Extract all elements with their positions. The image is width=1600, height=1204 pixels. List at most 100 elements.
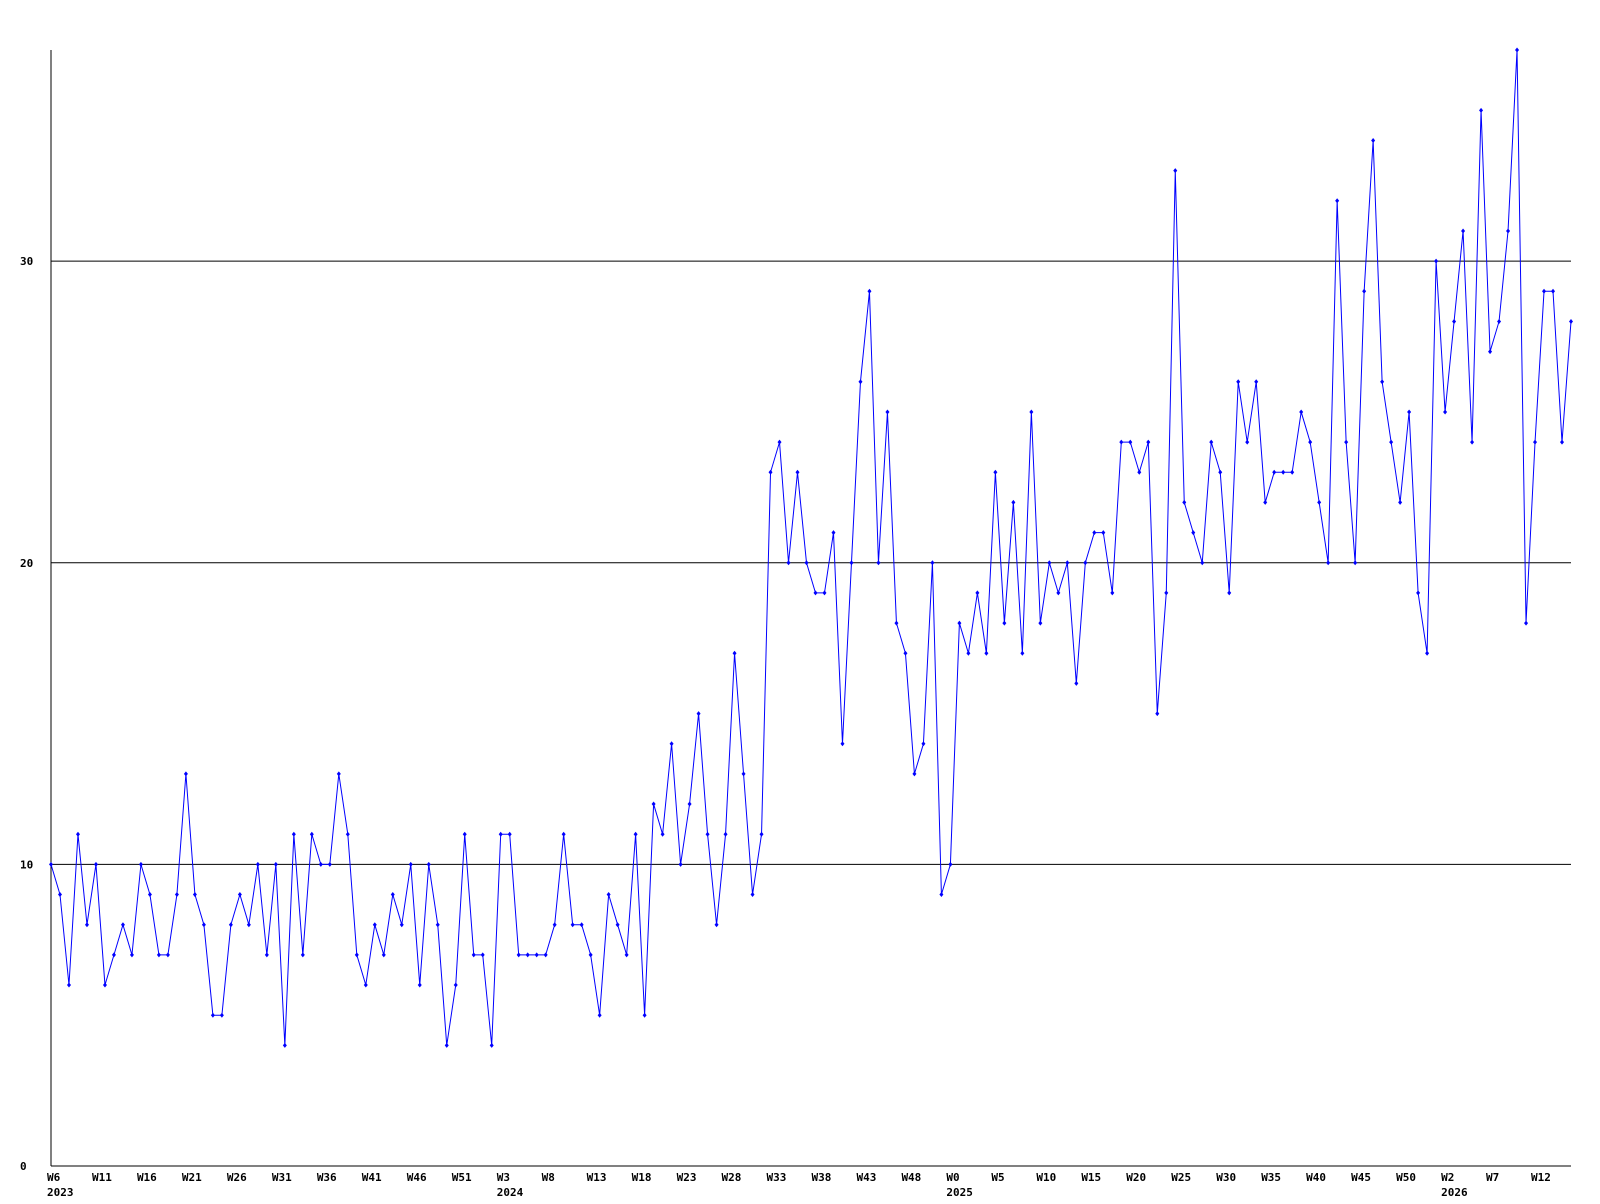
x-tick-label: W36 (317, 1171, 337, 1184)
data-point (804, 560, 809, 566)
data-point (1155, 711, 1160, 717)
data-point (1020, 650, 1025, 656)
data-point (237, 892, 242, 898)
data-point (1092, 530, 1097, 536)
data-point (1074, 680, 1079, 686)
data-point (1227, 590, 1232, 596)
data-point (318, 861, 323, 867)
data-point (858, 379, 863, 385)
data-point (1191, 530, 1196, 536)
data-point (867, 288, 872, 294)
data-point (849, 560, 854, 566)
data-point (840, 741, 845, 747)
x-tick-label: W18 (632, 1171, 652, 1184)
data-point (723, 831, 728, 837)
data-point (1146, 439, 1151, 445)
data-point (894, 620, 899, 626)
data-point (939, 892, 944, 898)
data-point (615, 922, 620, 928)
data-point (597, 1012, 602, 1018)
data-point (1272, 469, 1277, 475)
data-point (1470, 439, 1475, 445)
data-point (192, 892, 197, 898)
data-point (138, 861, 143, 867)
data-point (489, 1042, 494, 1048)
data-point (255, 861, 260, 867)
data-point (714, 922, 719, 928)
x-tick-label: W25 (1171, 1171, 1191, 1184)
data-point (1281, 469, 1286, 475)
data-point (1173, 168, 1178, 174)
data-point (579, 922, 584, 928)
data-point (669, 741, 674, 747)
x-tick-label: W48 (901, 1171, 921, 1184)
data-point (660, 831, 665, 837)
data-point (1101, 530, 1106, 536)
data-point (831, 530, 836, 536)
data-point (264, 952, 269, 958)
data-point (219, 1012, 224, 1018)
data-line (50, 49, 1572, 1046)
data-point (966, 650, 971, 656)
data-point (1461, 228, 1466, 234)
data-point (1128, 439, 1133, 445)
data-point (1416, 590, 1421, 596)
data-point (417, 982, 422, 988)
data-point (408, 861, 413, 867)
data-point (678, 861, 683, 867)
data-point (282, 1042, 287, 1048)
data-point (885, 409, 890, 415)
data-point (1524, 620, 1529, 626)
data-point (354, 952, 359, 958)
data-point (1263, 499, 1268, 505)
data-point (1443, 409, 1448, 415)
data-point (480, 952, 485, 958)
data-point (210, 1012, 215, 1018)
x-tick-label: W21 (182, 1171, 202, 1184)
data-point (1326, 560, 1331, 566)
x-tick-label: W15 (1081, 1171, 1101, 1184)
x-tick-label: W3 (497, 1171, 510, 1184)
data-point (642, 1012, 647, 1018)
data-point (372, 922, 377, 928)
y-tick-label: 20 (20, 557, 33, 570)
x-tick-label: W43 (856, 1171, 876, 1184)
x-tick-label: W10 (1036, 1171, 1056, 1184)
data-point (1407, 409, 1412, 415)
x-tick-label: W41 (362, 1171, 382, 1184)
data-point (345, 831, 350, 837)
data-point (273, 861, 278, 867)
data-point (93, 861, 98, 867)
data-point (1245, 439, 1250, 445)
data-point (183, 771, 188, 777)
data-point (471, 952, 476, 958)
year-label: 2026 (1441, 1186, 1468, 1199)
data-point (1317, 499, 1322, 505)
data-point (453, 982, 458, 988)
data-point (1344, 439, 1349, 445)
data-point (1434, 258, 1439, 264)
data-point (561, 831, 566, 837)
data-point (156, 952, 161, 958)
data-point (1308, 439, 1313, 445)
x-tick-label: W50 (1396, 1171, 1416, 1184)
data-point (309, 831, 314, 837)
data-point (741, 771, 746, 777)
data-point (921, 741, 926, 747)
data-point (49, 861, 53, 867)
data-point (1506, 228, 1511, 234)
data-point (696, 711, 701, 717)
data-point (57, 892, 62, 898)
data-point (1479, 107, 1484, 113)
x-tick-label: W28 (722, 1171, 742, 1184)
data-point (165, 952, 170, 958)
x-tick-label: W40 (1306, 1171, 1326, 1184)
data-point (1488, 349, 1493, 355)
data-point (111, 952, 116, 958)
year-label: 2023 (47, 1186, 74, 1199)
x-tick-label: W33 (767, 1171, 787, 1184)
data-point (291, 831, 296, 837)
data-point (903, 650, 908, 656)
x-tick-label: W35 (1261, 1171, 1281, 1184)
